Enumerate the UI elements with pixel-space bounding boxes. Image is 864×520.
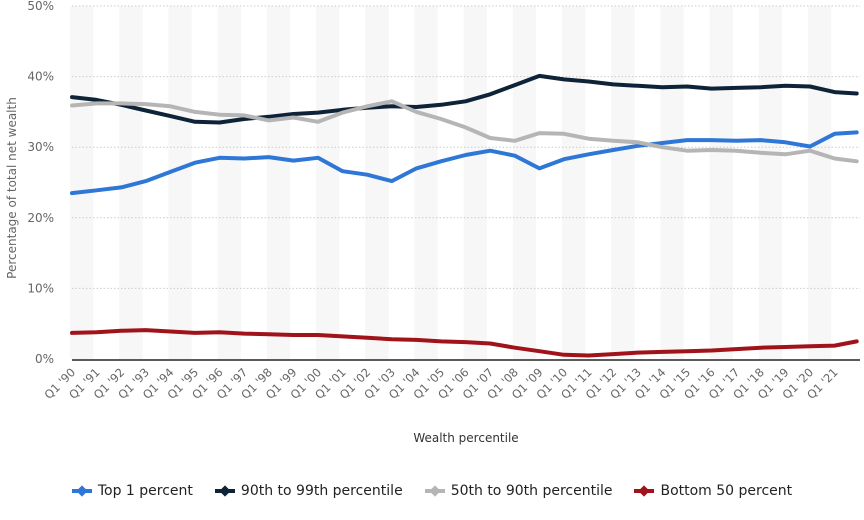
background-band — [808, 6, 832, 359]
series-line-top-1-percent[interactable] — [70, 130, 859, 196]
background-band — [660, 6, 684, 359]
x-axis-label: Wealth percentile — [413, 431, 518, 445]
background-bands — [70, 6, 832, 359]
y-tick-label: 40% — [27, 70, 54, 84]
background-band — [512, 6, 537, 359]
y-tick-label: 20% — [27, 211, 54, 225]
y-tick-label: 0% — [35, 352, 54, 366]
background-band — [266, 6, 291, 359]
legend-marker-icon — [214, 486, 235, 496]
y-tick-label: 10% — [27, 281, 54, 295]
background-band — [758, 6, 783, 359]
background-band — [611, 6, 635, 359]
legend-marker-icon — [424, 486, 445, 496]
legend-label: Bottom 50 percent — [660, 483, 793, 499]
y-tick-label: 50% — [27, 0, 54, 13]
background-band — [365, 6, 389, 359]
legend-marker-icon — [634, 486, 655, 496]
series-line-90th-to-99th-percentile[interactable] — [70, 73, 859, 125]
legend-item[interactable]: Top 1 percent — [71, 483, 193, 499]
y-axis-ticks: 0% 10% 20% 30% 40% 50% — [27, 0, 54, 366]
background-band — [562, 6, 586, 359]
legend-label: 90th to 99th percentile — [240, 483, 403, 499]
y-tick-label: 30% — [27, 140, 54, 154]
background-band — [217, 6, 241, 359]
background-band — [463, 6, 487, 359]
legend-label: Top 1 percent — [97, 483, 193, 499]
background-band — [70, 6, 94, 359]
background-band — [168, 6, 192, 359]
background-band — [119, 6, 143, 359]
legend-item[interactable]: Bottom 50 percent — [634, 483, 792, 499]
legend-label: 50th to 90th percentile — [450, 483, 613, 499]
background-band — [414, 6, 438, 359]
series-lines — [70, 73, 859, 358]
background-band — [316, 6, 340, 359]
series-line-bottom-50-percent[interactable] — [70, 328, 859, 358]
legend-item[interactable]: 50th to 90th percentile — [424, 483, 613, 499]
series-line-50th-to-90th-percentile[interactable] — [70, 99, 859, 164]
legend: Top 1 percent 90th to 99th percentile 50th… — [0, 483, 864, 499]
legend-marker-icon — [71, 486, 92, 496]
legend-item[interactable]: 90th to 99th percentile — [214, 483, 403, 499]
background-band — [709, 6, 733, 359]
y-axis-label: Percentage of total net wealth — [5, 97, 19, 279]
